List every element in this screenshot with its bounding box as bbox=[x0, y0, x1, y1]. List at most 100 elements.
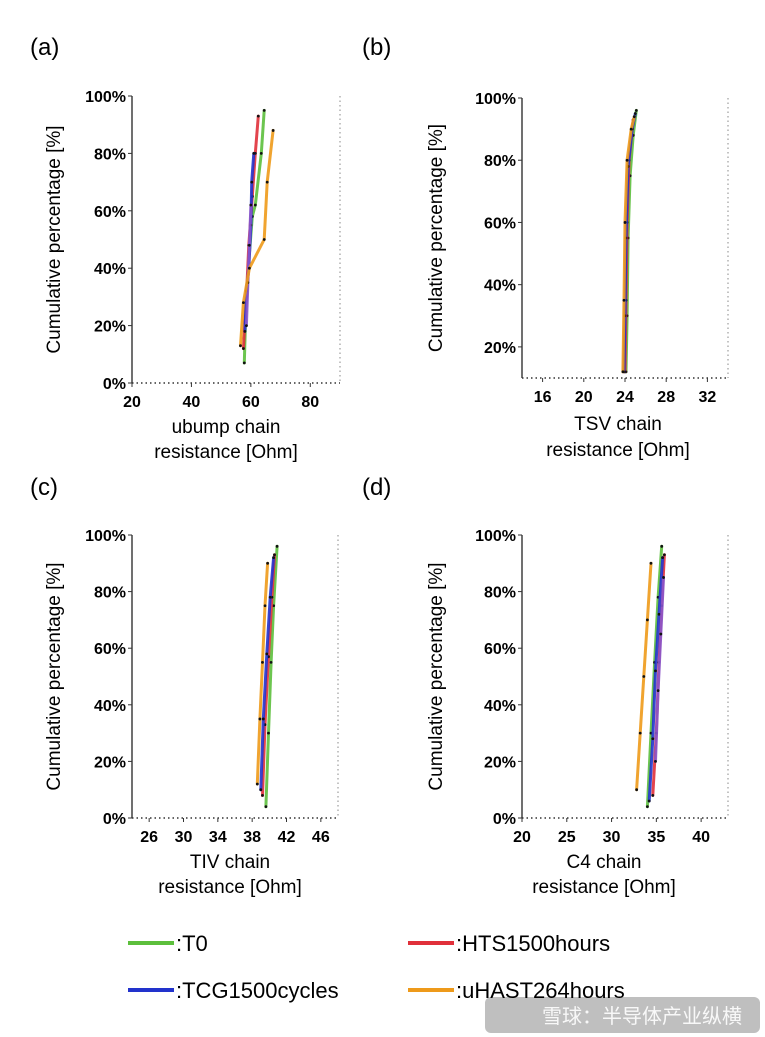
data-point bbox=[265, 180, 269, 184]
x-tick-label: 20 bbox=[123, 394, 141, 411]
chart-panel-4: (d) 0% 20% 40% 60% 80% 100% 20 25 30 35 40 Cumulativ… bbox=[362, 474, 729, 898]
y-tick-label: 20% bbox=[94, 754, 126, 771]
data-point bbox=[651, 793, 655, 797]
data-point bbox=[661, 556, 665, 560]
y-tick-label: 60% bbox=[94, 204, 126, 221]
x-tick-label: 30 bbox=[175, 829, 193, 846]
data-point bbox=[239, 344, 242, 348]
data-point bbox=[242, 347, 245, 350]
y-tick-label: 60% bbox=[94, 641, 126, 658]
x-tick-label: 38 bbox=[243, 829, 261, 846]
data-point bbox=[623, 221, 627, 224]
x-tick-label: 24 bbox=[616, 389, 634, 406]
x-axis-label-line2: resistance [Ohm] bbox=[154, 442, 298, 463]
data-point bbox=[651, 737, 655, 741]
legend-label: :uHAST264hours bbox=[456, 978, 625, 1003]
y-tick-label: 100% bbox=[475, 528, 516, 545]
data-point bbox=[250, 180, 254, 184]
y-tick-label: 80% bbox=[94, 585, 126, 602]
x-tick-label: 25 bbox=[558, 829, 576, 846]
data-point bbox=[659, 632, 663, 636]
y-tick-label: 80% bbox=[484, 585, 516, 602]
legend-label: :T0 bbox=[176, 931, 208, 956]
data-point bbox=[258, 717, 262, 721]
chart-panel-1: (a) 0% 20% 40% 60% 80% 100% 20 40 60 80 Cumulative … bbox=[30, 34, 341, 463]
data-point bbox=[629, 127, 633, 131]
data-point bbox=[660, 544, 664, 548]
x-axis-label-line1: TIV chain bbox=[190, 852, 270, 873]
data-point bbox=[656, 689, 660, 693]
x-tick-label: 80 bbox=[301, 394, 319, 411]
x-axis-label-line1: TSV chain bbox=[574, 414, 662, 435]
data-point bbox=[267, 731, 270, 735]
x-axis-label-line2: resistance [Ohm] bbox=[532, 877, 676, 898]
data-point bbox=[622, 298, 626, 302]
series-line bbox=[239, 128, 275, 348]
data-point bbox=[266, 561, 270, 565]
data-point bbox=[625, 158, 629, 162]
data-point bbox=[255, 782, 259, 786]
x-axis-label-line2: resistance [Ohm] bbox=[158, 877, 302, 898]
data-point bbox=[635, 788, 639, 792]
data-point bbox=[261, 793, 264, 797]
y-tick-label: 80% bbox=[94, 146, 126, 163]
y-tick-label: 0% bbox=[103, 811, 126, 828]
x-tick-label: 35 bbox=[647, 829, 665, 846]
y-tick-label: 40% bbox=[94, 261, 126, 278]
x-tick-label: 16 bbox=[534, 389, 552, 406]
data-point bbox=[247, 243, 251, 247]
x-tick-label: 20 bbox=[513, 829, 531, 846]
series-line bbox=[654, 576, 665, 763]
y-tick-label: 80% bbox=[484, 153, 516, 170]
data-point bbox=[259, 152, 263, 155]
data-point bbox=[263, 604, 267, 608]
x-axis-label-line2: resistance [Ohm] bbox=[546, 440, 690, 461]
data-point bbox=[645, 618, 649, 622]
x-tick-label: 40 bbox=[183, 394, 201, 411]
data-point bbox=[645, 805, 649, 809]
watermark-background bbox=[485, 997, 760, 1033]
data-point bbox=[262, 238, 266, 241]
x-tick-label: 60 bbox=[242, 394, 260, 411]
y-tick-label: 100% bbox=[475, 91, 516, 108]
x-tick-label: 32 bbox=[699, 389, 717, 406]
x-tick-label: 34 bbox=[209, 829, 227, 846]
data-point bbox=[261, 717, 265, 721]
panel-label: (d) bbox=[362, 474, 391, 501]
watermark-text: 雪球：半导体产业纵横 bbox=[542, 1005, 742, 1028]
watermark: 雪球：半导体产业纵横 bbox=[485, 997, 760, 1033]
data-point bbox=[657, 612, 661, 616]
chart-panel-3: (c) 0% 20% 40% 60% 80% 100% 26 30 34 38 42 46 Cumulat… bbox=[30, 474, 339, 898]
y-tick-label: 100% bbox=[85, 528, 126, 545]
y-tick-label: 60% bbox=[484, 641, 516, 658]
series-line bbox=[244, 203, 253, 328]
y-tick-label: 20% bbox=[484, 340, 516, 357]
data-point bbox=[638, 731, 642, 735]
y-tick-label: 100% bbox=[85, 89, 126, 106]
data-point bbox=[654, 760, 657, 763]
y-tick-label: 40% bbox=[94, 698, 126, 715]
series-line bbox=[621, 115, 636, 374]
data-point bbox=[632, 115, 636, 119]
x-tick-label: 30 bbox=[603, 829, 621, 846]
y-tick-label: 20% bbox=[484, 754, 516, 771]
data-point bbox=[247, 266, 251, 270]
legend: :T0:HTS1500hours:TCG1500cycles:uHAST264h… bbox=[128, 931, 625, 1003]
data-point bbox=[649, 561, 653, 565]
data-point bbox=[621, 370, 625, 374]
data-point bbox=[252, 152, 256, 155]
x-tick-label: 46 bbox=[312, 829, 330, 846]
data-point bbox=[272, 556, 276, 560]
x-tick-label: 42 bbox=[278, 829, 296, 846]
data-point bbox=[663, 553, 666, 557]
data-point bbox=[662, 576, 665, 579]
y-axis-label: Cumulative percentage [%] bbox=[44, 125, 65, 353]
data-point bbox=[242, 361, 246, 365]
data-point bbox=[647, 799, 651, 803]
y-tick-label: 20% bbox=[94, 319, 126, 336]
x-tick-label: 40 bbox=[692, 829, 710, 846]
data-point bbox=[654, 669, 657, 673]
x-tick-label: 26 bbox=[140, 829, 158, 846]
data-point bbox=[633, 112, 637, 115]
data-point bbox=[265, 652, 269, 656]
